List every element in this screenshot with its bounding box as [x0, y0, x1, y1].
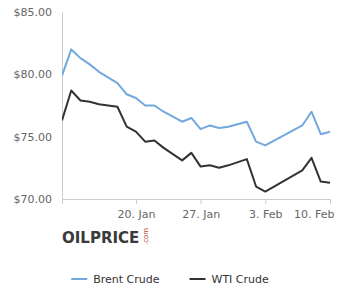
- plot-area: [62, 49, 330, 191]
- x-tick-mark: [136, 199, 137, 204]
- y-tick-label: $80.00: [14, 68, 53, 81]
- x-tick: 20. Jan: [117, 199, 155, 221]
- logo: OILPRICE.com: [62, 228, 150, 247]
- y-tick: $80.00: [14, 68, 63, 81]
- x-tick-label: 3. Feb: [249, 208, 282, 221]
- y-tick: $70.00: [14, 193, 63, 206]
- x-tick-label: 20. Jan: [117, 208, 155, 221]
- legend-symbol: [190, 278, 206, 280]
- logo-suffix: .com: [142, 228, 150, 245]
- x-tick-mark: [330, 199, 331, 204]
- series-line: [62, 49, 330, 145]
- x-tick: 10. Feb: [294, 199, 334, 221]
- legend: Brent Crude WTI Crude: [71, 273, 269, 286]
- legend-item: WTI Crude: [190, 273, 269, 286]
- x-axis: 20. Jan 27. Jan 3. Feb 10. Feb: [63, 199, 335, 221]
- x-tick: 27. Jan: [182, 199, 220, 221]
- y-axis-line: [62, 13, 63, 200]
- x-tick-mark: [201, 199, 202, 204]
- legend-label: WTI Crude: [212, 273, 269, 286]
- y-tick: $85.00: [14, 6, 63, 19]
- x-tick-mark: [265, 199, 266, 204]
- x-axis-line: [63, 200, 331, 205]
- y-tick-label: $75.00: [14, 131, 53, 144]
- legend-label: Brent Crude: [93, 273, 160, 286]
- y-tick: $75.00: [14, 131, 63, 144]
- y-tick-label: $70.00: [14, 193, 53, 206]
- legend-symbol: [71, 278, 87, 280]
- y-tick-label: $85.00: [14, 6, 53, 19]
- logo-text: OILPRICE: [62, 229, 139, 247]
- x-tick-label: 27. Jan: [182, 208, 220, 221]
- series-line: [62, 91, 330, 192]
- chart: $70.00 $75.00 $80.00 $85.00 20. Jan 27. Jan 3.…: [0, 0, 340, 300]
- y-axis: $70.00 $75.00 $80.00 $85.00: [14, 6, 63, 206]
- x-tick: 3. Feb: [249, 199, 282, 221]
- legend-item: Brent Crude: [71, 273, 160, 286]
- x-tick-label: 10. Feb: [294, 208, 334, 221]
